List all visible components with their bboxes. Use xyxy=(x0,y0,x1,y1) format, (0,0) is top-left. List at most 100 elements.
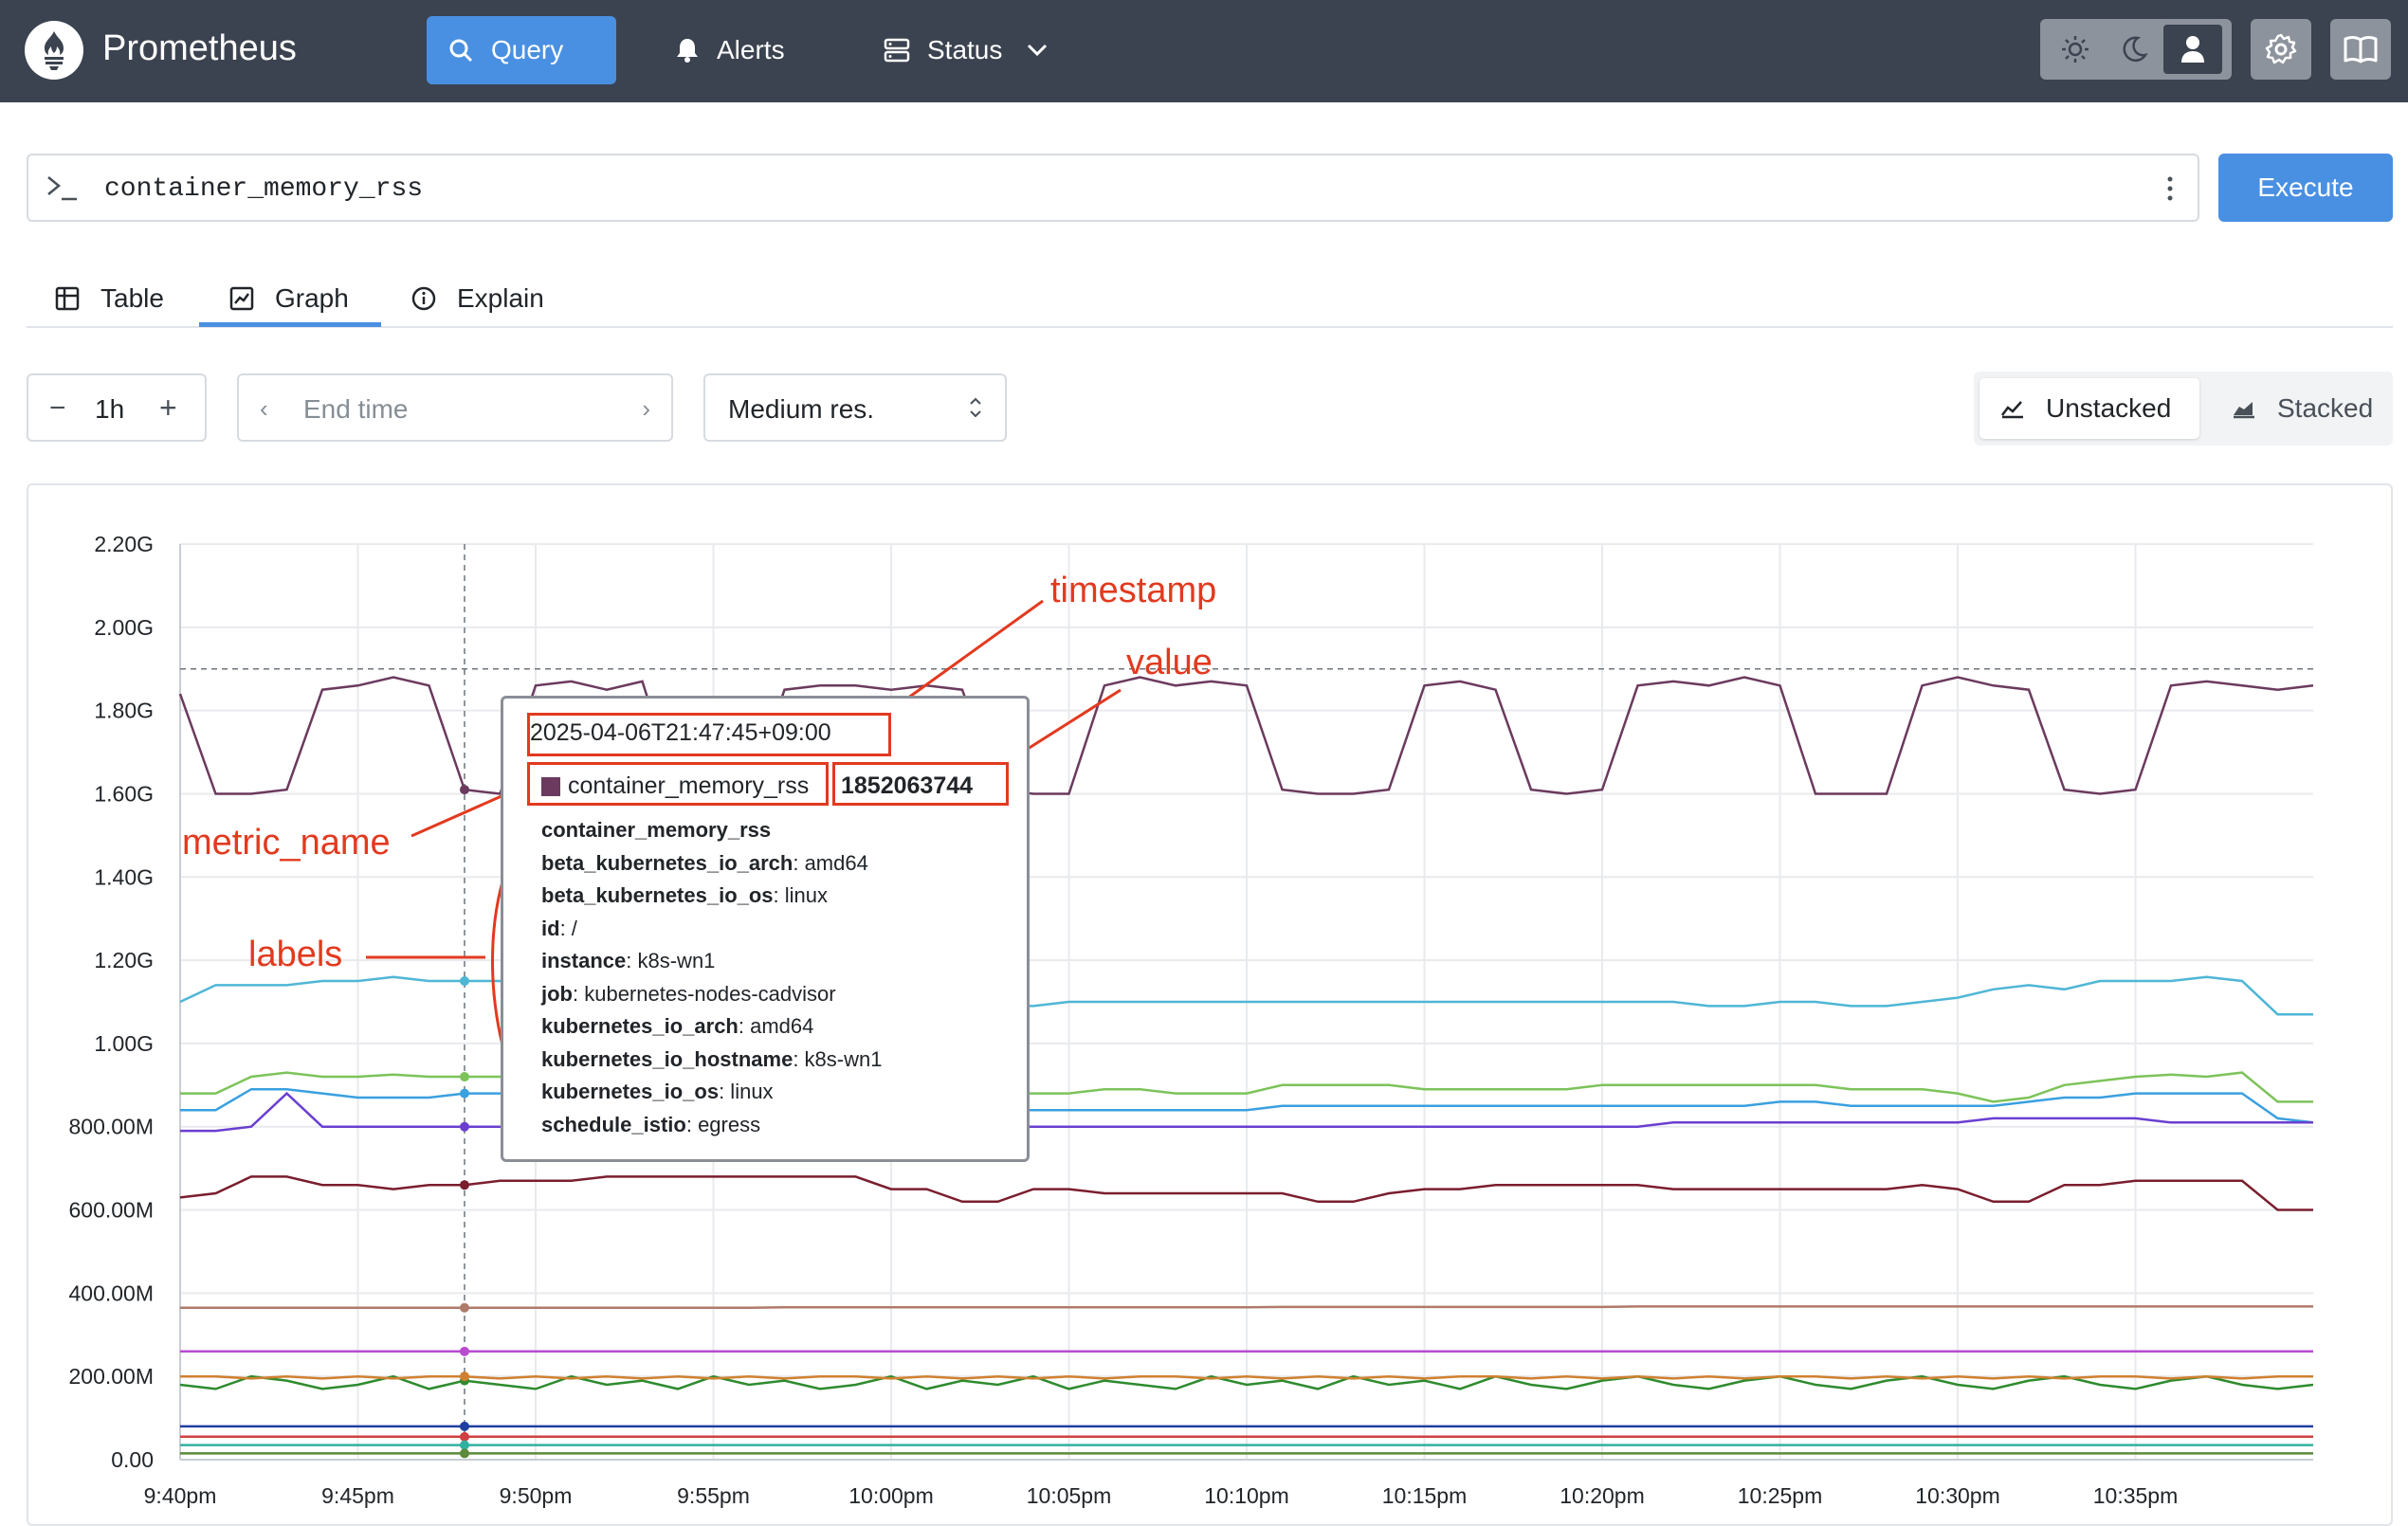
prometheus-logo-icon[interactable] xyxy=(25,21,83,80)
tooltip-label-row: instance: k8s-wn1 xyxy=(541,945,882,978)
labels-annotation: labels xyxy=(248,935,343,974)
tooltip-label-key: id xyxy=(541,916,560,940)
tab-graph[interactable]: Graph xyxy=(229,271,349,326)
query-expression-input[interactable]: container_memory_rss xyxy=(27,154,2199,222)
tab-table-label: Table xyxy=(100,283,164,313)
area-chart-icon xyxy=(2234,402,2254,419)
tooltip-label-key: kubernetes_io_hostname xyxy=(541,1046,794,1071)
timestamp-annotation: timestamp xyxy=(1050,571,1217,610)
tooltip-label-key: beta_kubernetes_io_arch xyxy=(541,850,794,875)
range-input[interactable]: 1h xyxy=(95,394,125,424)
unstacked-label: Unstacked xyxy=(2046,393,2172,423)
value-highlight-box xyxy=(832,762,1009,806)
tooltip-value: 1852063744 xyxy=(841,772,974,799)
light-theme-button[interactable] xyxy=(2046,25,2105,74)
theme-toggle-group xyxy=(2040,19,2232,80)
brand-name[interactable]: Prometheus xyxy=(102,28,297,68)
hover-tooltip: 2025-04-06T21:47:45+09:00 container_memo… xyxy=(501,696,1030,1162)
tooltip-label-value: : k8s-wn1 xyxy=(793,1046,883,1071)
tooltip-label-value: : linux xyxy=(719,1080,774,1103)
server-icon xyxy=(884,38,910,63)
tooltip-label-value: : / xyxy=(559,916,577,940)
table-icon xyxy=(55,286,80,311)
chart-icon xyxy=(229,286,254,311)
tooltip-label-key: instance xyxy=(541,949,627,972)
moon-icon xyxy=(2123,36,2148,62)
info-icon xyxy=(411,286,436,311)
tab-graph-label: Graph xyxy=(275,283,349,313)
tab-explain-label: Explain xyxy=(457,283,544,313)
kebab-menu-icon[interactable] xyxy=(2165,174,2175,203)
tooltip-label-value: : kubernetes-nodes-cadvisor xyxy=(573,981,836,1006)
tooltip-label-key: kubernetes_io_os xyxy=(541,1080,720,1103)
active-tab-indicator xyxy=(199,322,381,327)
tooltip-label-row: kubernetes_io_hostname: k8s-wn1 xyxy=(541,1044,882,1077)
tooltip-label-key: kubernetes_io_arch xyxy=(541,1014,739,1038)
decrease-range-button[interactable]: − xyxy=(49,392,66,424)
tooltip-metric-name: container_memory_rss xyxy=(568,772,810,799)
dark-theme-button[interactable] xyxy=(2105,25,2163,74)
tooltip-label-row: beta_kubernetes_io_arch: amd64 xyxy=(541,847,882,881)
tooltip-label-key: job xyxy=(541,981,573,1006)
query-expression-text[interactable]: container_memory_rss xyxy=(104,174,424,204)
book-icon xyxy=(2344,36,2378,64)
tooltip-label-row: kubernetes_io_arch: amd64 xyxy=(541,1010,882,1044)
metric-name-highlight-box xyxy=(527,762,829,806)
auto-theme-button[interactable] xyxy=(2163,25,2222,74)
tabs-divider xyxy=(27,326,2393,328)
tooltip-label-value: : k8s-wn1 xyxy=(626,949,716,972)
line-chart-icon xyxy=(2001,401,2023,419)
tab-table[interactable]: Table xyxy=(55,271,164,326)
bell-icon xyxy=(677,39,698,63)
tooltip-label-key: container_memory_rss xyxy=(541,818,772,842)
gear-icon xyxy=(2265,33,2297,64)
tooltip-label-row: job: kubernetes-nodes-cadvisor xyxy=(541,978,882,1011)
stacked-label: Stacked xyxy=(2277,393,2374,423)
chevron-right-icon[interactable]: › xyxy=(642,394,650,423)
tooltip-label-value: : egress xyxy=(685,1112,761,1136)
resolution-select[interactable]: Medium res. xyxy=(703,373,1007,442)
select-caret-icon xyxy=(970,397,981,418)
tooltip-timestamp: 2025-04-06T21:47:45+09:00 xyxy=(530,719,831,746)
terminal-prompt-icon xyxy=(47,176,77,201)
tooltip-label-value: : linux xyxy=(773,883,829,907)
tooltip-label-row: beta_kubernetes_io_os: linux xyxy=(541,880,882,913)
tooltip-label-key: beta_kubernetes_io_os xyxy=(541,883,774,907)
tooltip-label-row: container_memory_rss xyxy=(541,814,882,847)
series-color-swatch xyxy=(541,777,560,796)
end-time-input[interactable]: End time xyxy=(303,394,409,424)
user-icon xyxy=(2181,36,2204,63)
nav-query-button[interactable]: Query xyxy=(427,16,616,84)
execute-button[interactable]: Execute xyxy=(2218,154,2393,222)
docs-button[interactable] xyxy=(2330,19,2391,80)
settings-button[interactable] xyxy=(2251,19,2311,80)
top-navbar: Prometheus Query Alerts Status xyxy=(0,0,2408,102)
end-time-control: ‹ End time › xyxy=(237,373,673,442)
unstacked-button[interactable]: Unstacked xyxy=(1979,378,2199,439)
value-annotation: value xyxy=(1126,643,1213,682)
tooltip-labels: container_memory_rss beta_kubernetes_io_a… xyxy=(541,814,882,1141)
resolution-value: Medium res. xyxy=(728,394,875,424)
chevron-down-icon xyxy=(1028,44,1048,57)
tooltip-label-value: : amd64 xyxy=(738,1014,814,1038)
timestamp-highlight-box xyxy=(527,713,891,756)
nav-alerts-button[interactable]: Alerts xyxy=(654,16,806,84)
nav-status-label: Status xyxy=(927,35,1003,64)
tooltip-label-key: schedule_istio xyxy=(541,1112,686,1136)
search-icon xyxy=(449,39,473,63)
tab-explain[interactable]: Explain xyxy=(411,271,544,326)
tooltip-label-value: : amd64 xyxy=(793,850,868,875)
graph-panel xyxy=(27,483,2393,1526)
tooltip-label-row: kubernetes_io_os: linux xyxy=(541,1076,882,1109)
tooltip-label-row: schedule_istio: egress xyxy=(541,1109,882,1142)
stacked-button[interactable]: Stacked xyxy=(2211,378,2394,439)
metric-name-annotation: metric_name xyxy=(182,823,391,863)
range-control: − 1h + xyxy=(27,373,207,442)
chevron-left-icon[interactable]: ‹ xyxy=(260,394,268,423)
nav-alerts-label: Alerts xyxy=(717,35,785,64)
stack-mode-toggle: Unstacked Stacked xyxy=(1974,372,2393,445)
nav-query-label: Query xyxy=(491,35,564,64)
increase-range-button[interactable]: + xyxy=(159,391,177,425)
tooltip-label-row: id: / xyxy=(541,913,882,946)
nav-status-dropdown[interactable]: Status xyxy=(863,16,1068,84)
